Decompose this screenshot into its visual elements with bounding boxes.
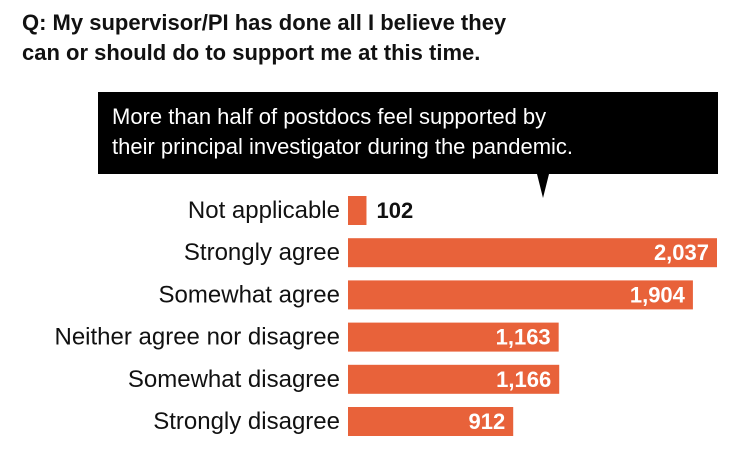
bar: [348, 322, 559, 352]
callout-line-1: More than half of postdocs feel supporte…: [112, 104, 547, 129]
bar: [348, 280, 693, 310]
chart-title: Q: My supervisor/PI has done all I belie…: [22, 8, 722, 68]
callout-pointer: [537, 174, 549, 198]
category-label: Somewhat agree: [159, 281, 340, 308]
bar: [348, 238, 717, 268]
data-label: 1,163: [496, 325, 551, 350]
category-label: Not applicable: [188, 197, 340, 224]
data-label: 1,166: [496, 367, 551, 392]
category-label: Strongly disagree: [153, 408, 340, 435]
data-label: 2,037: [654, 240, 709, 265]
data-label: 1,904: [630, 282, 686, 307]
chart-title-line-2: can or should do to support me at this t…: [22, 40, 481, 65]
category-label: Strongly agree: [184, 239, 340, 266]
bar: [348, 364, 560, 394]
chart-title-line-1: Q: My supervisor/PI has done all I belie…: [22, 10, 507, 35]
category-label: Neither agree nor disagree: [54, 324, 340, 351]
data-label: 912: [468, 409, 505, 434]
bar: [348, 196, 367, 225]
callout-box: More than half of postdocs feel supporte…: [98, 92, 718, 174]
callout-line-2: their principal investigator during the …: [112, 134, 574, 159]
bar: [348, 407, 514, 436]
category-label: Somewhat disagree: [128, 366, 340, 393]
data-label: 102: [376, 198, 413, 223]
